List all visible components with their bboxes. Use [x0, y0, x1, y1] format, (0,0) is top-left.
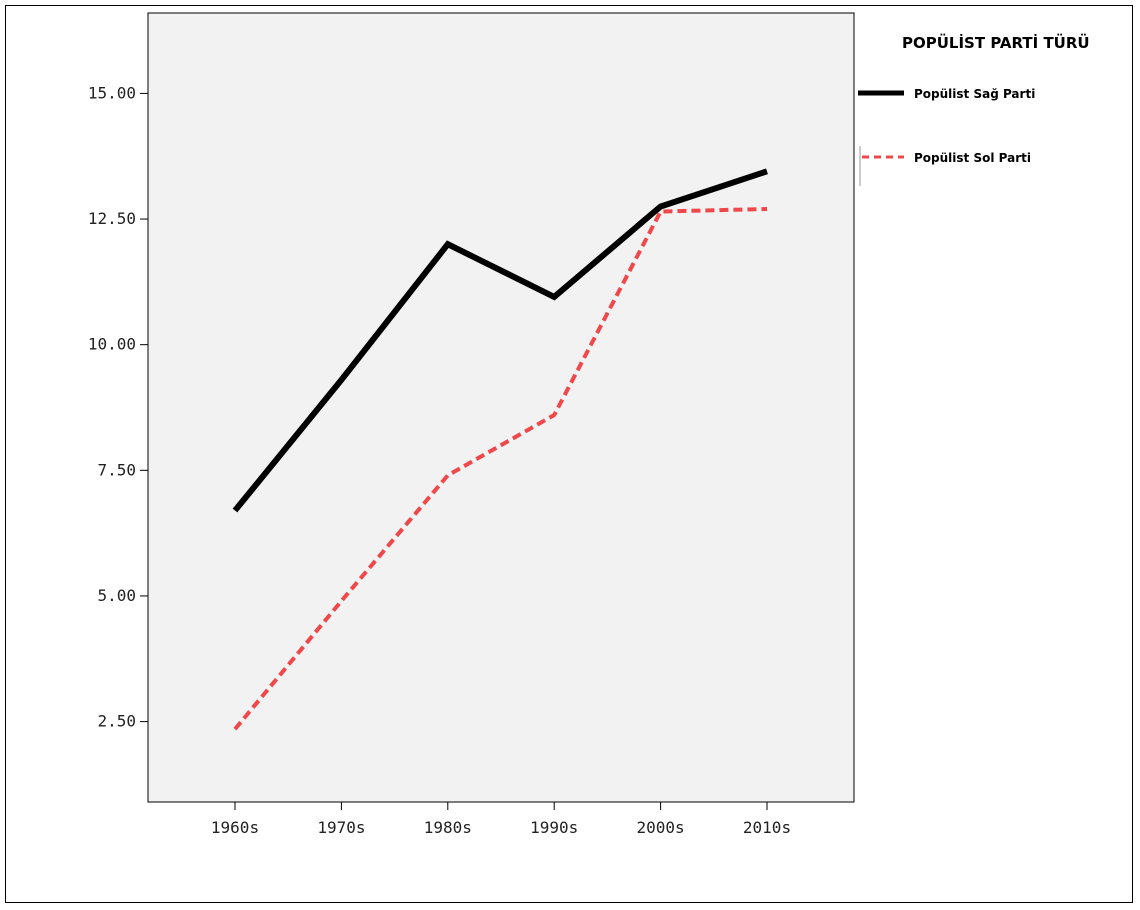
y-tick-label: 12.50 [88, 209, 136, 228]
x-tick-label: 2010s [743, 818, 791, 837]
y-tick-label: 2.50 [97, 712, 136, 731]
series-layer [232, 168, 768, 731]
x-tick-label: 2000s [637, 818, 685, 837]
y-tick-label: 15.00 [88, 83, 136, 102]
legend: POPÜLİST PARTİ TÜRÜ Popülist Sağ Parti P… [858, 33, 1090, 186]
x-tick-label: 1990s [530, 818, 578, 837]
y-tick-label: 7.50 [97, 460, 136, 479]
x-axis: 1960s 1970s 1980s 1990s 2000s 2010s [211, 802, 791, 837]
series-line-right-party [232, 168, 768, 513]
series-line-left-party [233, 206, 768, 731]
x-tick-label: 1980s [424, 818, 472, 837]
legend-title: POPÜLİST PARTİ TÜRÜ [902, 33, 1090, 52]
legend-label-right-party: Popülist Sağ Parti [914, 87, 1035, 101]
y-axis: 2.50 5.00 7.50 10.00 12.50 15.00 [88, 83, 148, 731]
legend-label-left-party: Popülist Sol Parti [914, 151, 1031, 165]
y-tick-label: 10.00 [88, 335, 136, 354]
x-tick-label: 1970s [317, 818, 365, 837]
y-tick-label: 5.00 [97, 586, 136, 605]
x-tick-label: 1960s [211, 818, 259, 837]
plot-area [147, 12, 855, 803]
